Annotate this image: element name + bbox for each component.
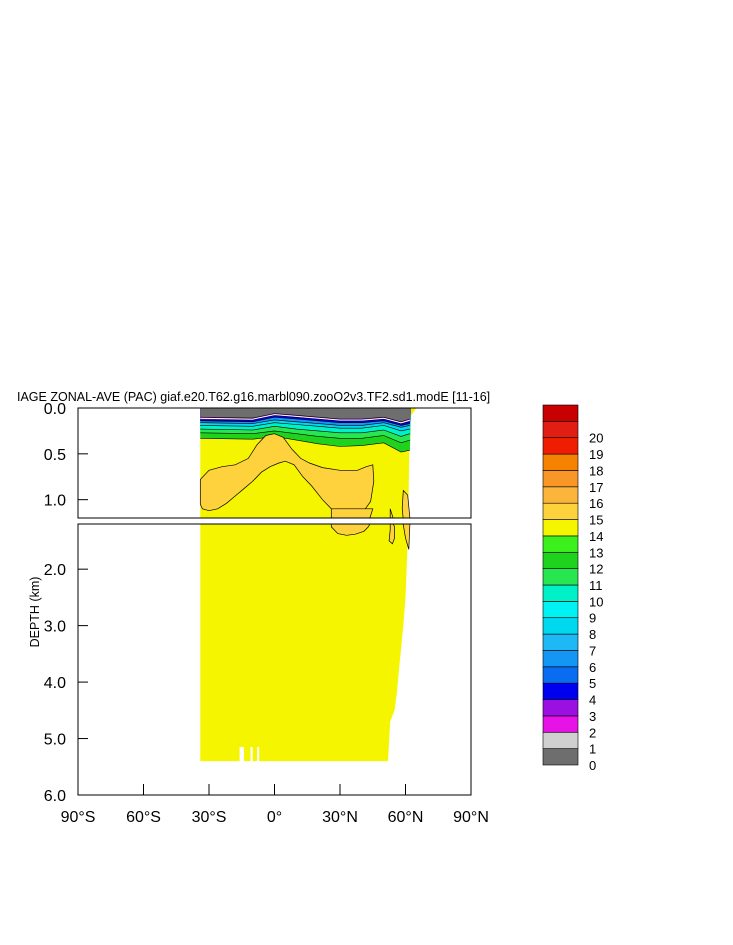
- colorbar-label: 12: [589, 562, 603, 577]
- y-tick-label-lower: 4.0: [44, 675, 66, 692]
- contour-line-0: [200, 413, 410, 423]
- contour-line-10: [200, 425, 410, 437]
- colorbar-box: [542, 486, 579, 504]
- x-tick-label: 60°S: [126, 809, 161, 826]
- region-13-northern-edge: [401, 489, 411, 518]
- y-tick-label-lower: 5.0: [44, 732, 66, 749]
- region-13-northern-sliver: [389, 508, 394, 518]
- bottom-notch-0: [239, 747, 244, 763]
- colorbar-label: 17: [589, 480, 603, 495]
- colorbar-box: [542, 437, 579, 455]
- x-tick-label: 90°N: [453, 809, 489, 826]
- colorbar-label: 6: [589, 660, 596, 675]
- contour-line-8: [200, 422, 410, 432]
- colorbar-label: 20: [589, 431, 603, 446]
- cap-highlight: [200, 414, 411, 424]
- colorbar-box: [542, 748, 579, 766]
- colorbar-box: [542, 666, 579, 684]
- colorbar-label: 15: [589, 513, 603, 528]
- y-tick-label-upper: 0.5: [44, 447, 66, 464]
- colorbar-box: [542, 568, 579, 586]
- panel-lower-fills: [200, 524, 411, 763]
- colorbar-label: 5: [589, 676, 596, 691]
- colorbar-label: 4: [589, 693, 596, 708]
- region-13-mid-depth-patch: [330, 524, 371, 536]
- plot-axes: 90°S 60°S 30°S 0° 30°N 60°N 90°N 0.0 0.5 1.0 2.0 3.…: [44, 401, 489, 826]
- colorbar-label: 14: [589, 529, 603, 544]
- colorbar-label: 0: [589, 758, 596, 773]
- colorbar-label: 16: [589, 496, 603, 511]
- y-tick-label-upper: 1.0: [44, 493, 66, 510]
- bottom-notch-2: [257, 747, 260, 763]
- colorbar-box: [542, 421, 579, 439]
- x-tick-label: 0°: [267, 809, 282, 826]
- fill-domain-base: [200, 524, 409, 762]
- colorbar-box: [542, 601, 579, 619]
- colorbar-label: 1: [589, 742, 596, 757]
- y-axis-label: DEPTH (km): [28, 577, 42, 648]
- y-tick-label-upper: 0.0: [44, 401, 66, 418]
- x-tick-label: 90°S: [61, 809, 96, 826]
- colorbar-label: 2: [589, 725, 596, 740]
- colorbar-label: 9: [589, 611, 596, 626]
- colorbar-box: [542, 650, 579, 668]
- colorbar-label: 19: [589, 447, 603, 462]
- y-tick-label-lower: 3.0: [44, 619, 66, 636]
- colorbar-label: 8: [589, 627, 596, 642]
- colorbar-box: [542, 731, 579, 749]
- upper-panel-frame: [77, 407, 472, 519]
- colorbar-label: 7: [589, 644, 596, 659]
- contour-line-3: [200, 414, 410, 424]
- x-tick-label: 30°S: [192, 809, 227, 826]
- colorbar-label: 10: [589, 594, 603, 609]
- colorbar-box: [542, 502, 579, 520]
- colorbar-label: 3: [589, 709, 596, 724]
- colorbar-box: [542, 584, 579, 602]
- plot-fills: [199, 408, 417, 763]
- colorbar-box: [542, 682, 579, 700]
- y-tick-label-lower: 2.0: [44, 562, 66, 579]
- colorbar-box: [542, 617, 579, 635]
- y-tick-label-lower: 6.0: [44, 788, 66, 805]
- x-tick-label: 60°N: [388, 809, 424, 826]
- colorbar-box: [542, 535, 579, 553]
- colorbar-box: [542, 715, 579, 733]
- region-13-northern-sliver: [388, 524, 395, 545]
- colorbar-label: 13: [589, 545, 603, 560]
- chart-title: IAGE ZONAL-AVE (PAC) giaf.e20.T62.g16.ma…: [17, 390, 490, 404]
- colorbar-label: 18: [589, 464, 603, 479]
- bottom-notch-1: [250, 747, 253, 763]
- colorbar-box: [542, 633, 579, 651]
- fill-layer-0: [200, 408, 411, 422]
- colorbar-box: [542, 551, 579, 569]
- contour-line-6: [200, 419, 410, 428]
- region-13-northern-edge: [402, 524, 411, 550]
- x-tick-label: 30°N: [322, 809, 358, 826]
- colorbar-box: [542, 699, 579, 717]
- colorbar-box: [542, 404, 579, 422]
- colorbar-box: [542, 453, 579, 471]
- colorbar-box: [542, 470, 579, 488]
- contour-line-11: [200, 430, 410, 444]
- colorbar-label: 11: [589, 578, 603, 593]
- colorbar-box: [542, 519, 579, 537]
- contour-line-4: [200, 416, 410, 426]
- region-13-mid-depth-patch: [330, 508, 374, 518]
- panel-upper-fills: [199, 408, 417, 518]
